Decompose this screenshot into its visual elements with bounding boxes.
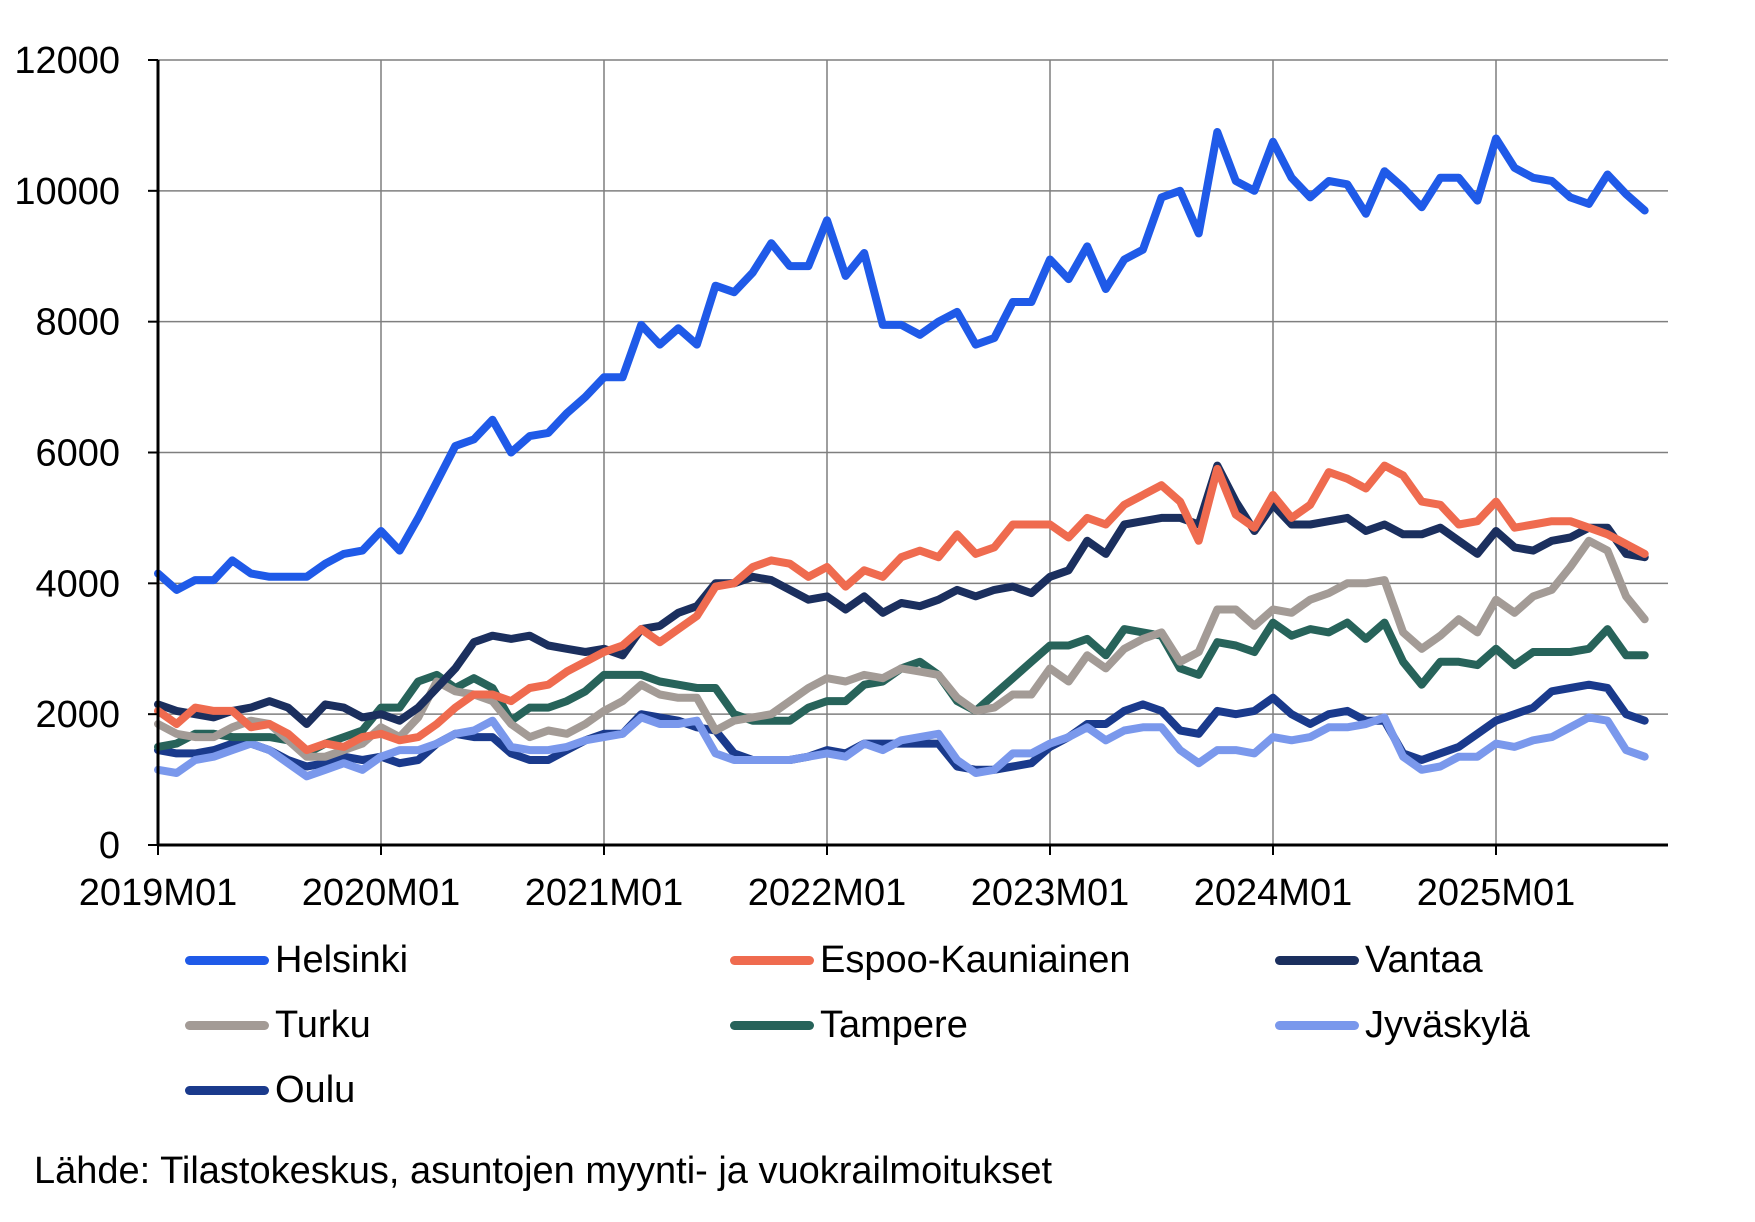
x-tick-label: 2024M01: [1194, 872, 1352, 914]
series-line-helsinki: [154, 128, 1649, 594]
y-tick-label: 2000: [35, 694, 120, 736]
x-tick-label: 2022M01: [748, 872, 906, 914]
y-tick-label: 8000: [35, 302, 120, 344]
gridlines: [158, 59, 1668, 845]
y-tick-label: 4000: [35, 563, 120, 605]
y-tick-labels: 0 2000 4000 6000 8000 10000 12000: [14, 40, 120, 867]
source-note: Lähde: Tilastokeskus, asuntojen myynti- …: [34, 1150, 1053, 1192]
series-line-vantaa: [154, 461, 1649, 728]
series-line-turku: [154, 536, 1649, 761]
x-tick-label: 2023M01: [971, 872, 1129, 914]
y-tick-label: 10000: [14, 171, 120, 213]
y-tick-label: 6000: [35, 433, 120, 475]
series-line-jyv-skyl-: [154, 713, 1649, 781]
x-tick-label: 2020M01: [302, 872, 460, 914]
y-tick-label: 12000: [14, 40, 120, 82]
x-tick-labels: 2019M01 2020M01 2021M01 2022M01 2023M01 2024M…: [79, 872, 1575, 914]
x-tick-label: 2025M01: [1417, 872, 1575, 914]
series-line-espoo-kauniainen: [154, 461, 1649, 755]
y-tick-label: 0: [99, 825, 120, 867]
series-lines: [154, 128, 1649, 781]
x-tick-label: 2019M01: [79, 872, 237, 914]
x-tick-label: 2021M01: [525, 872, 683, 914]
axes: [148, 59, 1668, 855]
